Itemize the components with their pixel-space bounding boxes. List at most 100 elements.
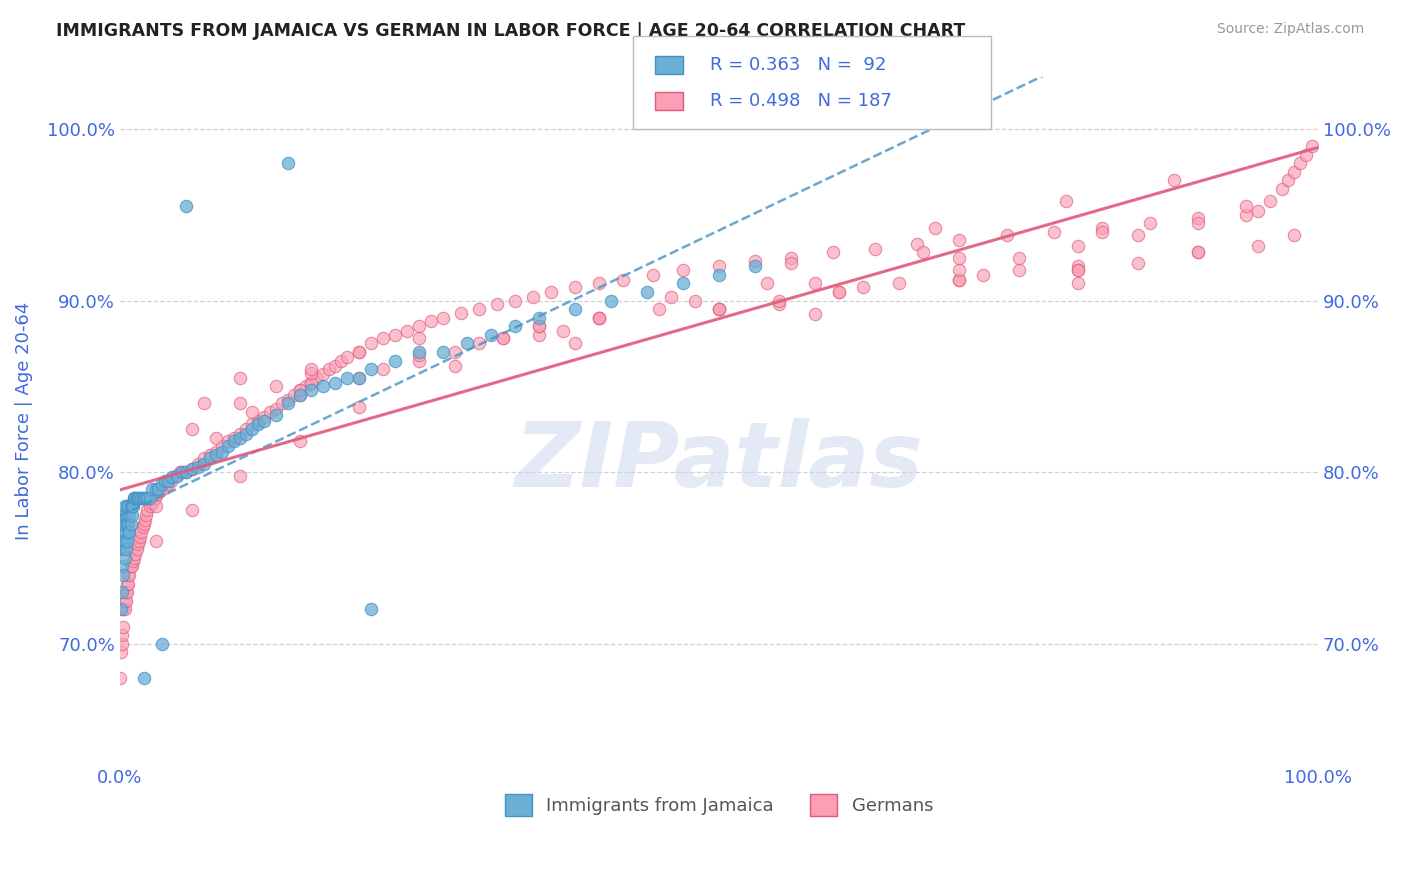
Point [125, 542, 148, 557]
Point [948, 262, 970, 277]
Point [132, 491, 155, 505]
Point [187, 460, 209, 475]
Point [360, 602, 382, 616]
Point [336, 350, 359, 364]
Point [863, 242, 886, 256]
Point [288, 388, 311, 402]
Point [276, 396, 298, 410]
Point [129, 530, 152, 544]
Point [174, 199, 197, 213]
Point [112, 568, 135, 582]
Point [117, 500, 139, 514]
Point [948, 273, 970, 287]
Point [995, 228, 1018, 243]
Point [240, 405, 263, 419]
Point [122, 491, 145, 505]
Text: IMMIGRANTS FROM JAMAICA VS GERMAN IN LABOR FORCE | AGE 20-64 CORRELATION CHART: IMMIGRANTS FROM JAMAICA VS GERMAN IN LAB… [56, 22, 966, 40]
Point [160, 474, 183, 488]
Point [141, 483, 163, 497]
Point [456, 336, 478, 351]
Point [641, 268, 664, 282]
Point [755, 277, 778, 291]
Point [120, 500, 142, 514]
Point [432, 310, 454, 325]
Point [198, 448, 221, 462]
Point [1091, 221, 1114, 235]
Point [121, 559, 143, 574]
Point [131, 525, 153, 540]
Point [112, 602, 135, 616]
Point [217, 439, 239, 453]
Point [744, 254, 766, 268]
Point [150, 637, 173, 651]
Point [240, 422, 263, 436]
Point [136, 491, 159, 505]
Point [288, 388, 311, 402]
Point [143, 491, 166, 505]
Point [588, 277, 610, 291]
Point [887, 277, 910, 291]
Point [301, 383, 323, 397]
Point [131, 520, 153, 534]
Point [288, 383, 311, 397]
Point [1067, 262, 1090, 277]
Text: R = 0.363   N =  92: R = 0.363 N = 92 [710, 56, 886, 74]
Point [384, 327, 406, 342]
Point [349, 400, 371, 414]
Point [1007, 262, 1029, 277]
Point [420, 314, 443, 328]
Point [111, 628, 134, 642]
Point [228, 370, 250, 384]
Point [1271, 182, 1294, 196]
Point [1067, 259, 1090, 273]
Point [828, 285, 851, 299]
Point [211, 439, 233, 453]
Legend: Immigrants from Jamaica, Germans: Immigrants from Jamaica, Germans [498, 787, 941, 823]
Point [136, 503, 159, 517]
Point [114, 602, 136, 616]
Point [246, 417, 269, 431]
Point [114, 500, 136, 514]
Point [228, 468, 250, 483]
Point [138, 491, 160, 505]
Point [114, 542, 136, 557]
Point [131, 491, 153, 505]
Point [564, 336, 586, 351]
Point [768, 293, 790, 308]
Point [122, 491, 145, 505]
Point [288, 434, 311, 449]
Point [804, 307, 827, 321]
Point [135, 508, 157, 522]
Point [325, 376, 347, 390]
Point [127, 537, 149, 551]
Point [468, 336, 491, 351]
Point [252, 414, 274, 428]
Point [1128, 228, 1150, 243]
Point [1247, 204, 1270, 219]
Point [114, 594, 136, 608]
Point [564, 280, 586, 294]
Point [444, 359, 467, 373]
Point [672, 262, 695, 277]
Point [450, 305, 472, 319]
Point [222, 434, 245, 449]
Point [373, 362, 395, 376]
Point [527, 327, 550, 342]
Point [222, 431, 245, 445]
Point [522, 290, 544, 304]
Point [110, 602, 132, 616]
Point [170, 465, 193, 479]
Point [852, 280, 875, 294]
Point [600, 293, 623, 308]
Point [259, 405, 281, 419]
Point [170, 465, 193, 479]
Point [122, 554, 145, 568]
Point [707, 302, 730, 317]
Point [683, 293, 706, 308]
Point [110, 533, 132, 548]
Point [114, 533, 136, 548]
Point [288, 383, 311, 397]
Point [1187, 211, 1209, 226]
Point [156, 474, 179, 488]
Point [149, 483, 172, 498]
